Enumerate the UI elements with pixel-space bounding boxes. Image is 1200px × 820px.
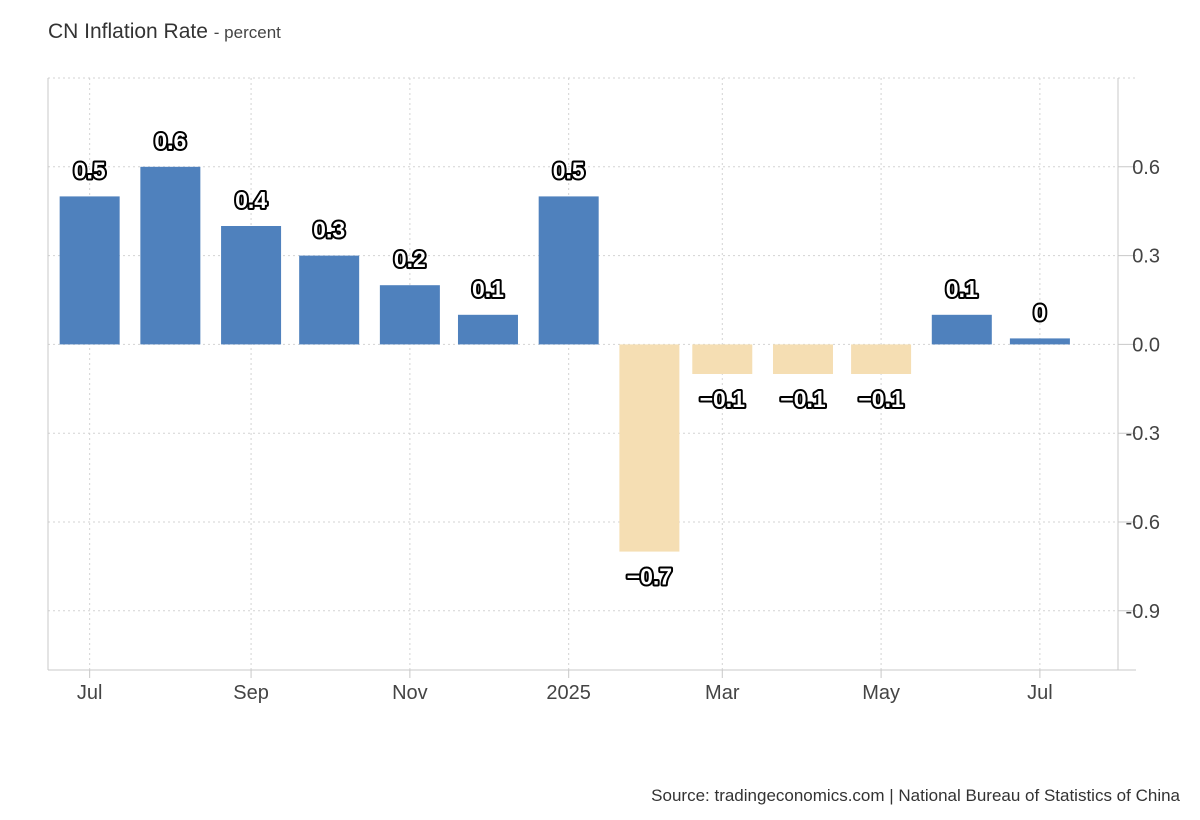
data-label: 0.4 <box>235 187 267 213</box>
x-tick-label: Sep <box>233 682 269 704</box>
title-text: CN Inflation Rate <box>48 20 208 43</box>
data-label: 0.5 <box>74 157 106 183</box>
subtitle-text: percent <box>224 23 281 42</box>
bar <box>692 344 753 374</box>
x-tick-label: Jul <box>1027 682 1053 704</box>
x-tick-label: Jul <box>77 682 103 704</box>
bar <box>538 196 599 345</box>
bar <box>299 255 360 345</box>
data-label: 0 <box>1033 299 1046 325</box>
data-label: −0.1 <box>780 386 826 412</box>
data-label: 0.3 <box>313 217 345 243</box>
data-label: 0.6 <box>154 128 186 154</box>
x-tick-label: May <box>862 682 900 704</box>
y-tick-label: -0.3 <box>1126 423 1160 445</box>
bar-chart: 0.6 0.3 0.0 -0.3 -0.6 -0.9 Jul Sep Nov 2025 Mar May… <box>47 77 1160 704</box>
x-tick-label: Mar <box>705 682 740 704</box>
bar <box>221 226 282 345</box>
y-tick-label: -0.9 <box>1126 601 1160 623</box>
bar <box>772 344 833 374</box>
bar <box>619 344 680 552</box>
bar <box>59 196 120 345</box>
data-label: 0.2 <box>394 246 426 272</box>
data-label: −0.7 <box>627 564 672 590</box>
bar <box>1009 338 1070 345</box>
source-note: Source: tradingeconomics.com | National … <box>651 786 1180 805</box>
x-tick-label: 2025 <box>546 682 591 704</box>
y-tick-label: 0.0 <box>1132 334 1160 356</box>
bar <box>379 285 440 345</box>
bar <box>851 344 912 374</box>
x-tick-label: Nov <box>392 682 428 704</box>
chart-title: CN Inflation Rate - percent <box>48 20 281 44</box>
bar <box>457 314 518 345</box>
data-label: 0.1 <box>946 276 978 302</box>
bar <box>931 314 992 345</box>
data-label: 0.1 <box>472 276 504 302</box>
data-label: 0.5 <box>553 157 585 183</box>
y-tick-label: -0.6 <box>1126 512 1160 534</box>
subtitle-separator: - <box>213 23 220 42</box>
subtitle: - percent <box>214 23 281 42</box>
y-tick-label: 0.3 <box>1132 246 1160 268</box>
bar <box>140 166 201 345</box>
data-label: −0.1 <box>858 386 904 412</box>
y-tick-label: 0.6 <box>1132 157 1160 179</box>
data-label: −0.1 <box>700 386 746 412</box>
